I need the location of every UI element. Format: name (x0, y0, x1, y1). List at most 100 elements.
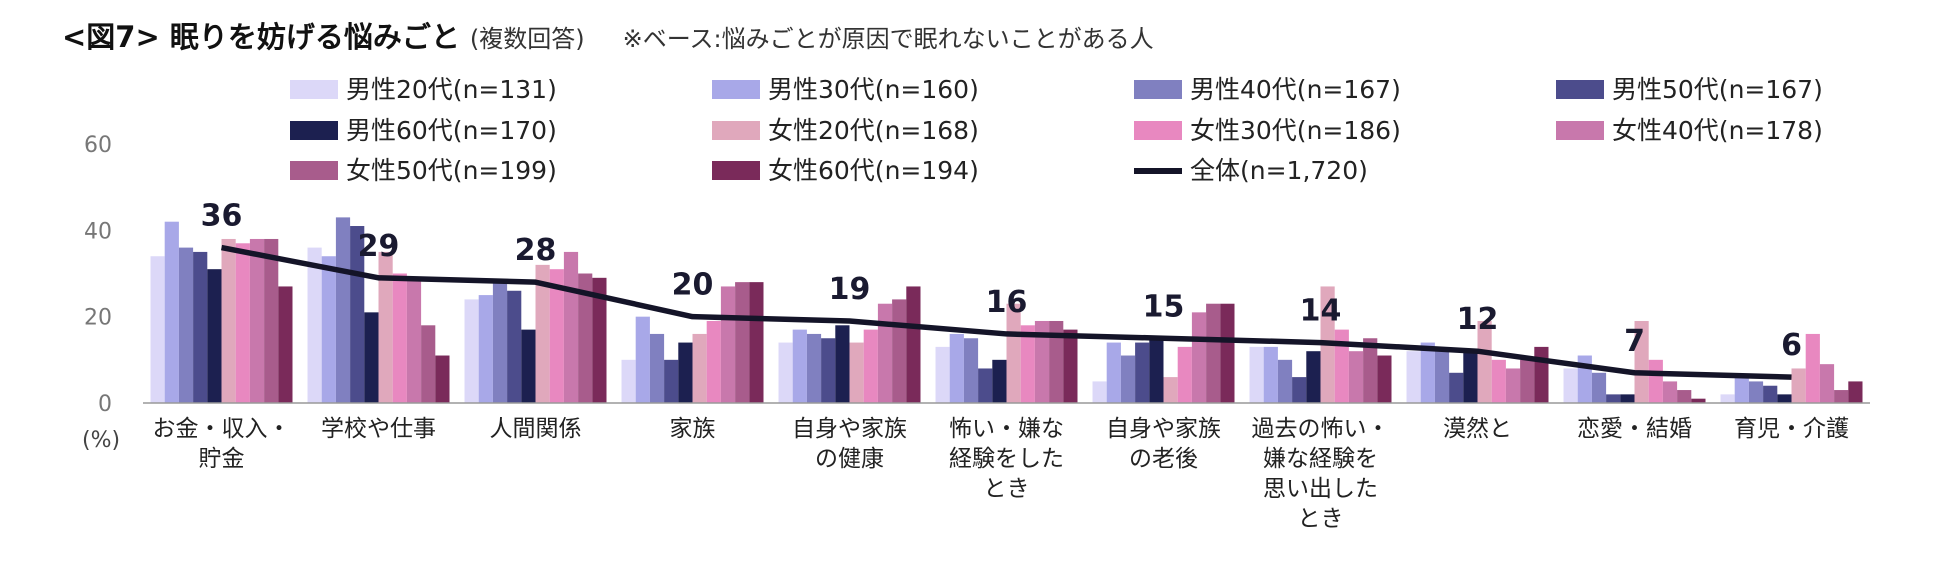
bar-7-3 (549, 269, 564, 403)
bar-6-5 (849, 342, 864, 403)
bar-8-4 (720, 286, 736, 403)
bar-6-4 (692, 333, 707, 403)
bar-8-10 (1662, 381, 1678, 403)
bar-8-11 (1819, 364, 1835, 403)
x-category-label: 育児・介護 (1734, 416, 1849, 442)
bar-3-3 (492, 282, 508, 403)
bar-9-11 (1834, 390, 1849, 403)
bar-10-5 (906, 286, 921, 403)
bar-1-9 (1406, 351, 1421, 403)
bar-4-5 (821, 338, 836, 403)
bar-7-2 (392, 273, 407, 403)
bar-10-10 (1691, 398, 1706, 403)
bar-9-6 (1049, 320, 1064, 403)
bar-9-10 (1677, 390, 1692, 403)
bar-5-5 (835, 325, 850, 403)
legend-swatch (1134, 80, 1182, 99)
total-data-label: 14 (1300, 294, 1342, 329)
legend-label: 女性20代(n=168) (768, 116, 979, 145)
legend-label: 男性20代(n=131) (346, 75, 557, 104)
bar-2-11 (1734, 377, 1749, 403)
bar-8-3 (563, 251, 579, 403)
bar-8-1 (249, 238, 265, 403)
total-data-label: 19 (829, 272, 871, 307)
bar-10-9 (1534, 346, 1549, 403)
bar-10-8 (1377, 355, 1392, 403)
bar-2-4 (635, 316, 650, 403)
bar-5-10 (1620, 394, 1635, 403)
legend-swatch (1556, 121, 1604, 140)
bar-5-11 (1777, 394, 1792, 403)
bar-4-8 (1292, 377, 1307, 403)
total-line (220, 244, 1792, 380)
total-data-label: 28 (515, 233, 557, 268)
bar-2-6 (949, 333, 964, 403)
bar-2-9 (1420, 342, 1435, 403)
bar-6-7 (1163, 377, 1178, 403)
bar-2-3 (478, 295, 493, 403)
bar-4-7 (1135, 342, 1150, 403)
legend-label: 女性30代(n=186) (1190, 116, 1401, 145)
bar-8-2 (406, 277, 422, 403)
bar-4-11 (1763, 385, 1778, 403)
bar-5-8 (1306, 351, 1321, 403)
bar-6-1 (221, 238, 236, 403)
bar-4-1 (193, 251, 208, 403)
bar-9-1 (264, 238, 279, 403)
total-data-label: 29 (358, 229, 400, 264)
total-data-label: 20 (672, 268, 714, 303)
bar-1-10 (1563, 368, 1578, 403)
x-category-label: 漠然と (1443, 416, 1512, 442)
bar-3-11 (1748, 381, 1764, 403)
bar-3-2 (335, 217, 351, 403)
bar-7-4 (706, 320, 721, 403)
bar-1-11 (1720, 394, 1735, 403)
x-category-label: 自身や家族の老後 (1106, 416, 1221, 472)
y-tick-label: 20 (84, 306, 112, 331)
legend-swatch (1556, 80, 1604, 99)
bar-9-8 (1363, 338, 1378, 403)
legend-swatch (290, 121, 338, 140)
bar-1-8 (1249, 346, 1264, 403)
bar-9-2 (421, 325, 436, 403)
bar-6-3 (535, 264, 550, 403)
bar-8-5 (877, 303, 893, 403)
bar-5-4 (678, 342, 693, 403)
legend-label: 男性60代(n=170) (346, 116, 557, 145)
bar-4-10 (1606, 394, 1621, 403)
bar-10-11 (1848, 381, 1863, 403)
x-category-label: 人間関係 (490, 416, 582, 442)
bar-2-8 (1263, 346, 1278, 403)
bar-3-1 (178, 247, 194, 403)
bar-7-8 (1334, 329, 1349, 403)
bar-4-9 (1449, 372, 1464, 403)
bar-4-6 (978, 368, 993, 403)
bar-9-7 (1206, 303, 1221, 403)
base-note: ※ベース:悩みごとが原因で眠れないことがある人 (622, 25, 1154, 53)
bar-7-11 (1805, 333, 1820, 403)
bar-9-9 (1520, 359, 1535, 403)
bar-8-6 (1034, 320, 1050, 403)
x-category-label: 自身や家族の健康 (792, 416, 907, 472)
bar-5-1 (207, 269, 222, 403)
bar-9-3 (578, 273, 593, 403)
legend-label: 男性40代(n=167) (1190, 75, 1401, 104)
bar-4-3 (507, 290, 522, 403)
chart-title-row: <図7> 眠りを妨げる悩みごと (複数回答) ※ベース:悩みごとが原因で眠れないこと… (62, 14, 1154, 54)
bar-7-9 (1491, 359, 1506, 403)
bar-8-7 (1191, 312, 1207, 403)
bar-3-5 (806, 333, 822, 403)
bar-5-6 (992, 359, 1007, 403)
chart-subtitle: (複数回答) (469, 25, 585, 53)
legend-swatch (712, 121, 760, 140)
x-category-label: 恋愛・結婚 (1577, 416, 1692, 442)
bar-3-6 (963, 338, 979, 403)
legend-swatch (712, 80, 760, 99)
legend-label: 女性60代(n=194) (768, 156, 979, 185)
bar-1-4 (621, 359, 636, 403)
bar-1-5 (778, 342, 793, 403)
legend-label: 男性30代(n=160) (768, 75, 979, 104)
x-category-label: 学校や仕事 (321, 416, 436, 442)
y-tick-label: 0 (98, 392, 112, 417)
